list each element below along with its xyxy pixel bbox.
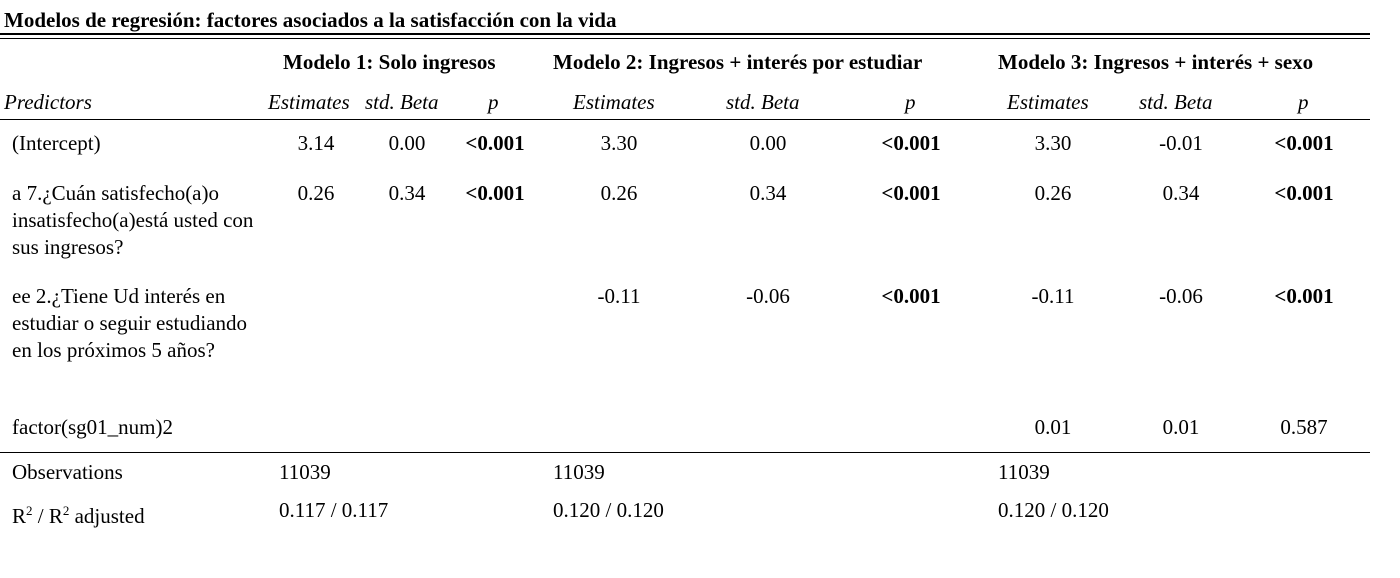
- cell-m3-p: <0.001: [1274, 131, 1334, 155]
- cell-m3-beta: 0.34: [1162, 181, 1200, 205]
- observations-m3: 11039: [998, 460, 1050, 484]
- r2-m3: 0.120 / 0.120: [998, 498, 1109, 522]
- row-label-sex-factor: factor(sg01_num)2: [12, 415, 173, 439]
- table-caption: Modelos de regresión: factores asociados…: [4, 8, 617, 32]
- cell-m2-est: 3.30: [600, 131, 638, 155]
- cell-m2-beta: 0.00: [749, 131, 787, 155]
- m1-estimates-header: Estimates: [268, 90, 350, 114]
- cell-m1-p: <0.001: [465, 131, 525, 155]
- cell-m1-beta: 0.34: [388, 181, 426, 205]
- m2-std-beta-header: std. Beta: [726, 90, 800, 114]
- header-rule: [0, 119, 1370, 120]
- cell-m1-p: <0.001: [465, 181, 525, 205]
- model-1-header: Modelo 1: Solo ingresos: [283, 50, 496, 74]
- cell-m3-p: 0.587: [1280, 415, 1328, 439]
- m1-std-beta-header: std. Beta: [365, 90, 439, 114]
- model-3-header: Modelo 3: Ingresos + interés + sexo: [998, 50, 1314, 74]
- cell-m3-beta: -0.01: [1159, 131, 1203, 155]
- r2-label-mid: / R: [32, 504, 63, 528]
- observations-m1: 11039: [279, 460, 331, 484]
- r2-label-sup-2: 2: [62, 503, 70, 518]
- model-2-header: Modelo 2: Ingresos + interés por estudia…: [553, 50, 923, 74]
- cell-m3-p: <0.001: [1274, 181, 1334, 205]
- cell-m2-est: -0.11: [597, 284, 641, 308]
- row-label-intercept: (Intercept): [12, 131, 101, 155]
- row-label-income-satisfaction: a 7.¿Cuán satisfecho(a)o insatisfecho(a)…: [12, 181, 254, 259]
- cell-m1-est: 3.14: [297, 131, 335, 155]
- observations-m2: 11039: [553, 460, 605, 484]
- cell-m2-p: <0.001: [881, 181, 941, 205]
- cell-m3-beta: -0.06: [1159, 284, 1203, 308]
- cell-m1-beta: 0.00: [388, 131, 426, 155]
- m2-estimates-header: Estimates: [573, 90, 655, 114]
- cell-m2-beta: 0.34: [749, 181, 787, 205]
- top-rule-thin: [0, 38, 1370, 39]
- m3-estimates-header: Estimates: [1007, 90, 1089, 114]
- cell-m2-beta: -0.06: [746, 284, 790, 308]
- row-label-study-interest: ee 2.¿Tiene Ud interés en estudiar o seg…: [12, 284, 248, 362]
- cell-m1-est: 0.26: [297, 181, 335, 205]
- cell-m3-est: 0.01: [1034, 415, 1072, 439]
- observations-label: Observations: [12, 460, 123, 484]
- cell-m3-est: 0.26: [1034, 181, 1072, 205]
- footer-rule: [0, 452, 1370, 453]
- r2-label-end: adjusted: [69, 504, 145, 528]
- cell-m3-est: -0.11: [1031, 284, 1075, 308]
- cell-m2-p: <0.001: [881, 284, 941, 308]
- m3-p-header: p: [1298, 90, 1309, 114]
- r2-label: R2 / R2 adjusted: [12, 503, 145, 529]
- cell-m2-p: <0.001: [881, 131, 941, 155]
- r2-label-r: R: [12, 504, 27, 528]
- r2-m1: 0.117 / 0.117: [279, 498, 389, 522]
- r2-label-sup: 2: [26, 503, 33, 518]
- m1-p-header: p: [488, 90, 499, 114]
- cell-m3-p: <0.001: [1274, 284, 1334, 308]
- cell-m3-est: 3.30: [1034, 131, 1072, 155]
- m2-p-header: p: [905, 90, 916, 114]
- cell-m2-est: 0.26: [600, 181, 638, 205]
- top-rule: [0, 33, 1370, 35]
- cell-m3-beta: 0.01: [1162, 415, 1200, 439]
- r2-m2: 0.120 / 0.120: [553, 498, 664, 522]
- predictors-header: Predictors: [4, 90, 92, 114]
- m3-std-beta-header: std. Beta: [1139, 90, 1213, 114]
